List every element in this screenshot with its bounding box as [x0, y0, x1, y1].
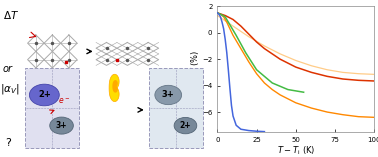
Text: 2+: 2+ [180, 121, 191, 130]
Text: $\Delta T$: $\Delta T$ [3, 9, 19, 21]
Text: 3+: 3+ [162, 90, 175, 100]
X-axis label: $T-T_{\rm i}$ (K): $T-T_{\rm i}$ (K) [277, 145, 315, 157]
Circle shape [50, 117, 73, 134]
FancyBboxPatch shape [25, 68, 79, 148]
Text: or: or [3, 64, 13, 74]
Text: $e^-$: $e^-$ [59, 96, 71, 106]
Text: 2+: 2+ [38, 90, 51, 100]
Y-axis label: $\Delta V/ V$ (%): $\Delta V/ V$ (%) [189, 50, 201, 88]
Circle shape [29, 84, 59, 106]
Text: 3+: 3+ [56, 121, 67, 130]
Text: $|\alpha_V|$: $|\alpha_V|$ [0, 82, 20, 96]
FancyBboxPatch shape [149, 68, 203, 148]
Circle shape [174, 117, 197, 134]
Text: ?: ? [5, 138, 11, 148]
Circle shape [155, 85, 181, 105]
Polygon shape [109, 74, 119, 102]
Polygon shape [112, 80, 118, 93]
